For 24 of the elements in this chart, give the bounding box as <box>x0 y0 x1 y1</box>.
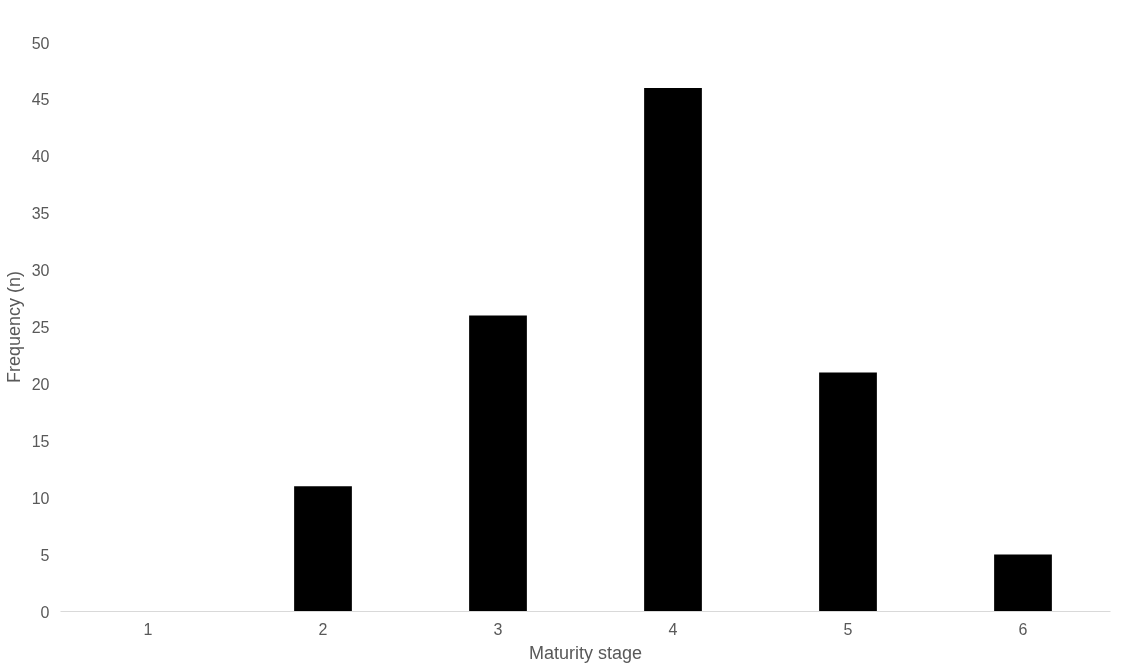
y-tick-label: 50 <box>31 34 50 52</box>
bar <box>644 88 702 612</box>
y-tick-label: 0 <box>40 603 50 621</box>
x-tick-label: 4 <box>668 620 678 638</box>
bar <box>819 372 877 612</box>
x-tick-label: 6 <box>1018 620 1028 638</box>
y-tick-label: 45 <box>31 91 50 109</box>
y-tick-label: 30 <box>31 262 50 280</box>
x-tick-label: 3 <box>493 620 503 638</box>
y-tick-label: 5 <box>40 546 50 564</box>
y-tick-label: 40 <box>31 148 50 166</box>
bar <box>294 486 352 612</box>
y-axis-title: Frequency (n) <box>3 270 24 384</box>
x-axis-title: Maturity stage <box>528 642 643 663</box>
y-tick-label: 15 <box>31 432 50 450</box>
bar <box>994 554 1052 612</box>
x-tick-label: 1 <box>143 620 153 638</box>
y-tick-label: 10 <box>31 489 50 507</box>
y-tick-label: 20 <box>31 375 50 393</box>
x-tick-label: 2 <box>318 620 328 638</box>
x-tick-label: 5 <box>843 620 853 638</box>
y-tick-label: 35 <box>31 205 50 223</box>
bar <box>469 315 527 612</box>
y-tick-label: 25 <box>31 319 50 336</box>
